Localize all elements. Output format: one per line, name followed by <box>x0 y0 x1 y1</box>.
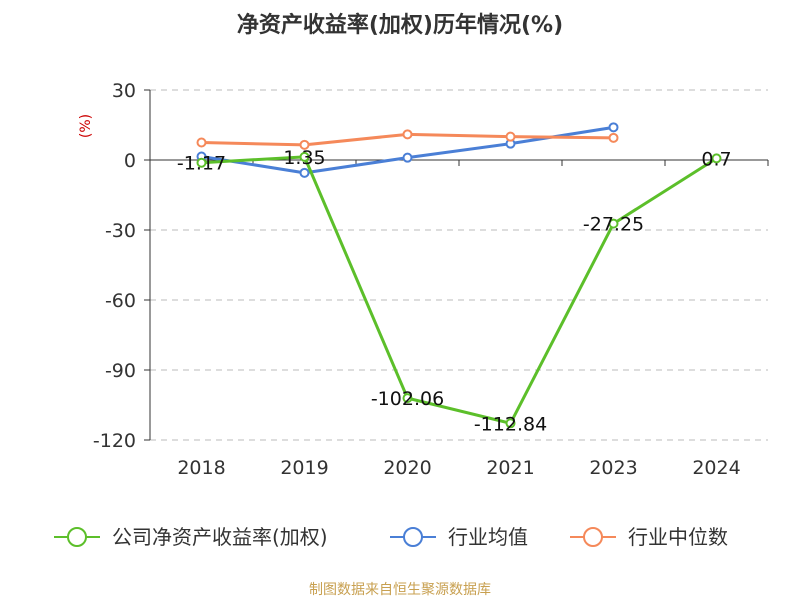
x-tick-label: 2024 <box>692 457 740 479</box>
legend-label: 公司净资产收益率(加权) <box>112 525 328 549</box>
legend: 公司净资产收益率(加权) 行业均值 行业中位数 <box>54 525 728 549</box>
y-tick-label: -120 <box>93 430 136 452</box>
data-label: 1.35 <box>283 147 325 169</box>
data-point <box>608 132 619 143</box>
data-point <box>299 151 310 162</box>
x-tick-label: 2023 <box>589 457 637 479</box>
series-lines <box>196 122 722 429</box>
data-label: -102.06 <box>371 388 444 410</box>
legend-marker <box>583 527 603 547</box>
data-label: 0.7 <box>701 148 731 170</box>
y-tick-label: -30 <box>105 220 136 242</box>
x-tick-label: 2018 <box>177 457 225 479</box>
data-point <box>711 153 722 164</box>
y-axis-unit: (%) <box>78 114 94 138</box>
x-tick-label: 2020 <box>383 457 431 479</box>
legend-label: 行业均值 <box>448 525 528 549</box>
data-point <box>196 137 207 148</box>
legend-marker <box>67 527 87 547</box>
data-labels: -1.17 1.35 -102.06 -112.84 -27.25 0.7 <box>177 147 732 435</box>
legend-label: 行业中位数 <box>628 525 728 549</box>
data-label: -1.17 <box>177 153 226 175</box>
axes: 30 0 -30 -60 -90 -120 2018 2019 2020 2021 2023 2024 <box>93 80 769 479</box>
data-point <box>505 418 516 429</box>
data-point <box>299 167 310 178</box>
chart-title: 净资产收益率(加权)历年情况(%) <box>237 12 563 38</box>
data-point <box>402 129 413 140</box>
data-label: -27.25 <box>583 214 644 236</box>
data-point <box>196 157 207 168</box>
y-tick-label: -60 <box>105 290 136 312</box>
source-note: 制图数据来自恒生聚源数据库 <box>309 582 491 598</box>
data-point <box>299 139 310 150</box>
x-tick-label: 2021 <box>486 457 534 479</box>
data-point <box>608 122 619 133</box>
y-tick-label: 0 <box>124 150 136 172</box>
y-tick-label: 30 <box>112 80 136 102</box>
legend-marker <box>403 527 423 547</box>
data-point <box>505 131 516 142</box>
data-point <box>402 393 413 404</box>
y-tick-label: -90 <box>105 360 136 382</box>
gridlines <box>150 89 768 441</box>
x-tick-label: 2019 <box>280 457 328 479</box>
data-label: -112.84 <box>474 413 547 435</box>
data-point <box>402 152 413 163</box>
data-point <box>608 218 619 229</box>
series-line <box>201 155 718 425</box>
